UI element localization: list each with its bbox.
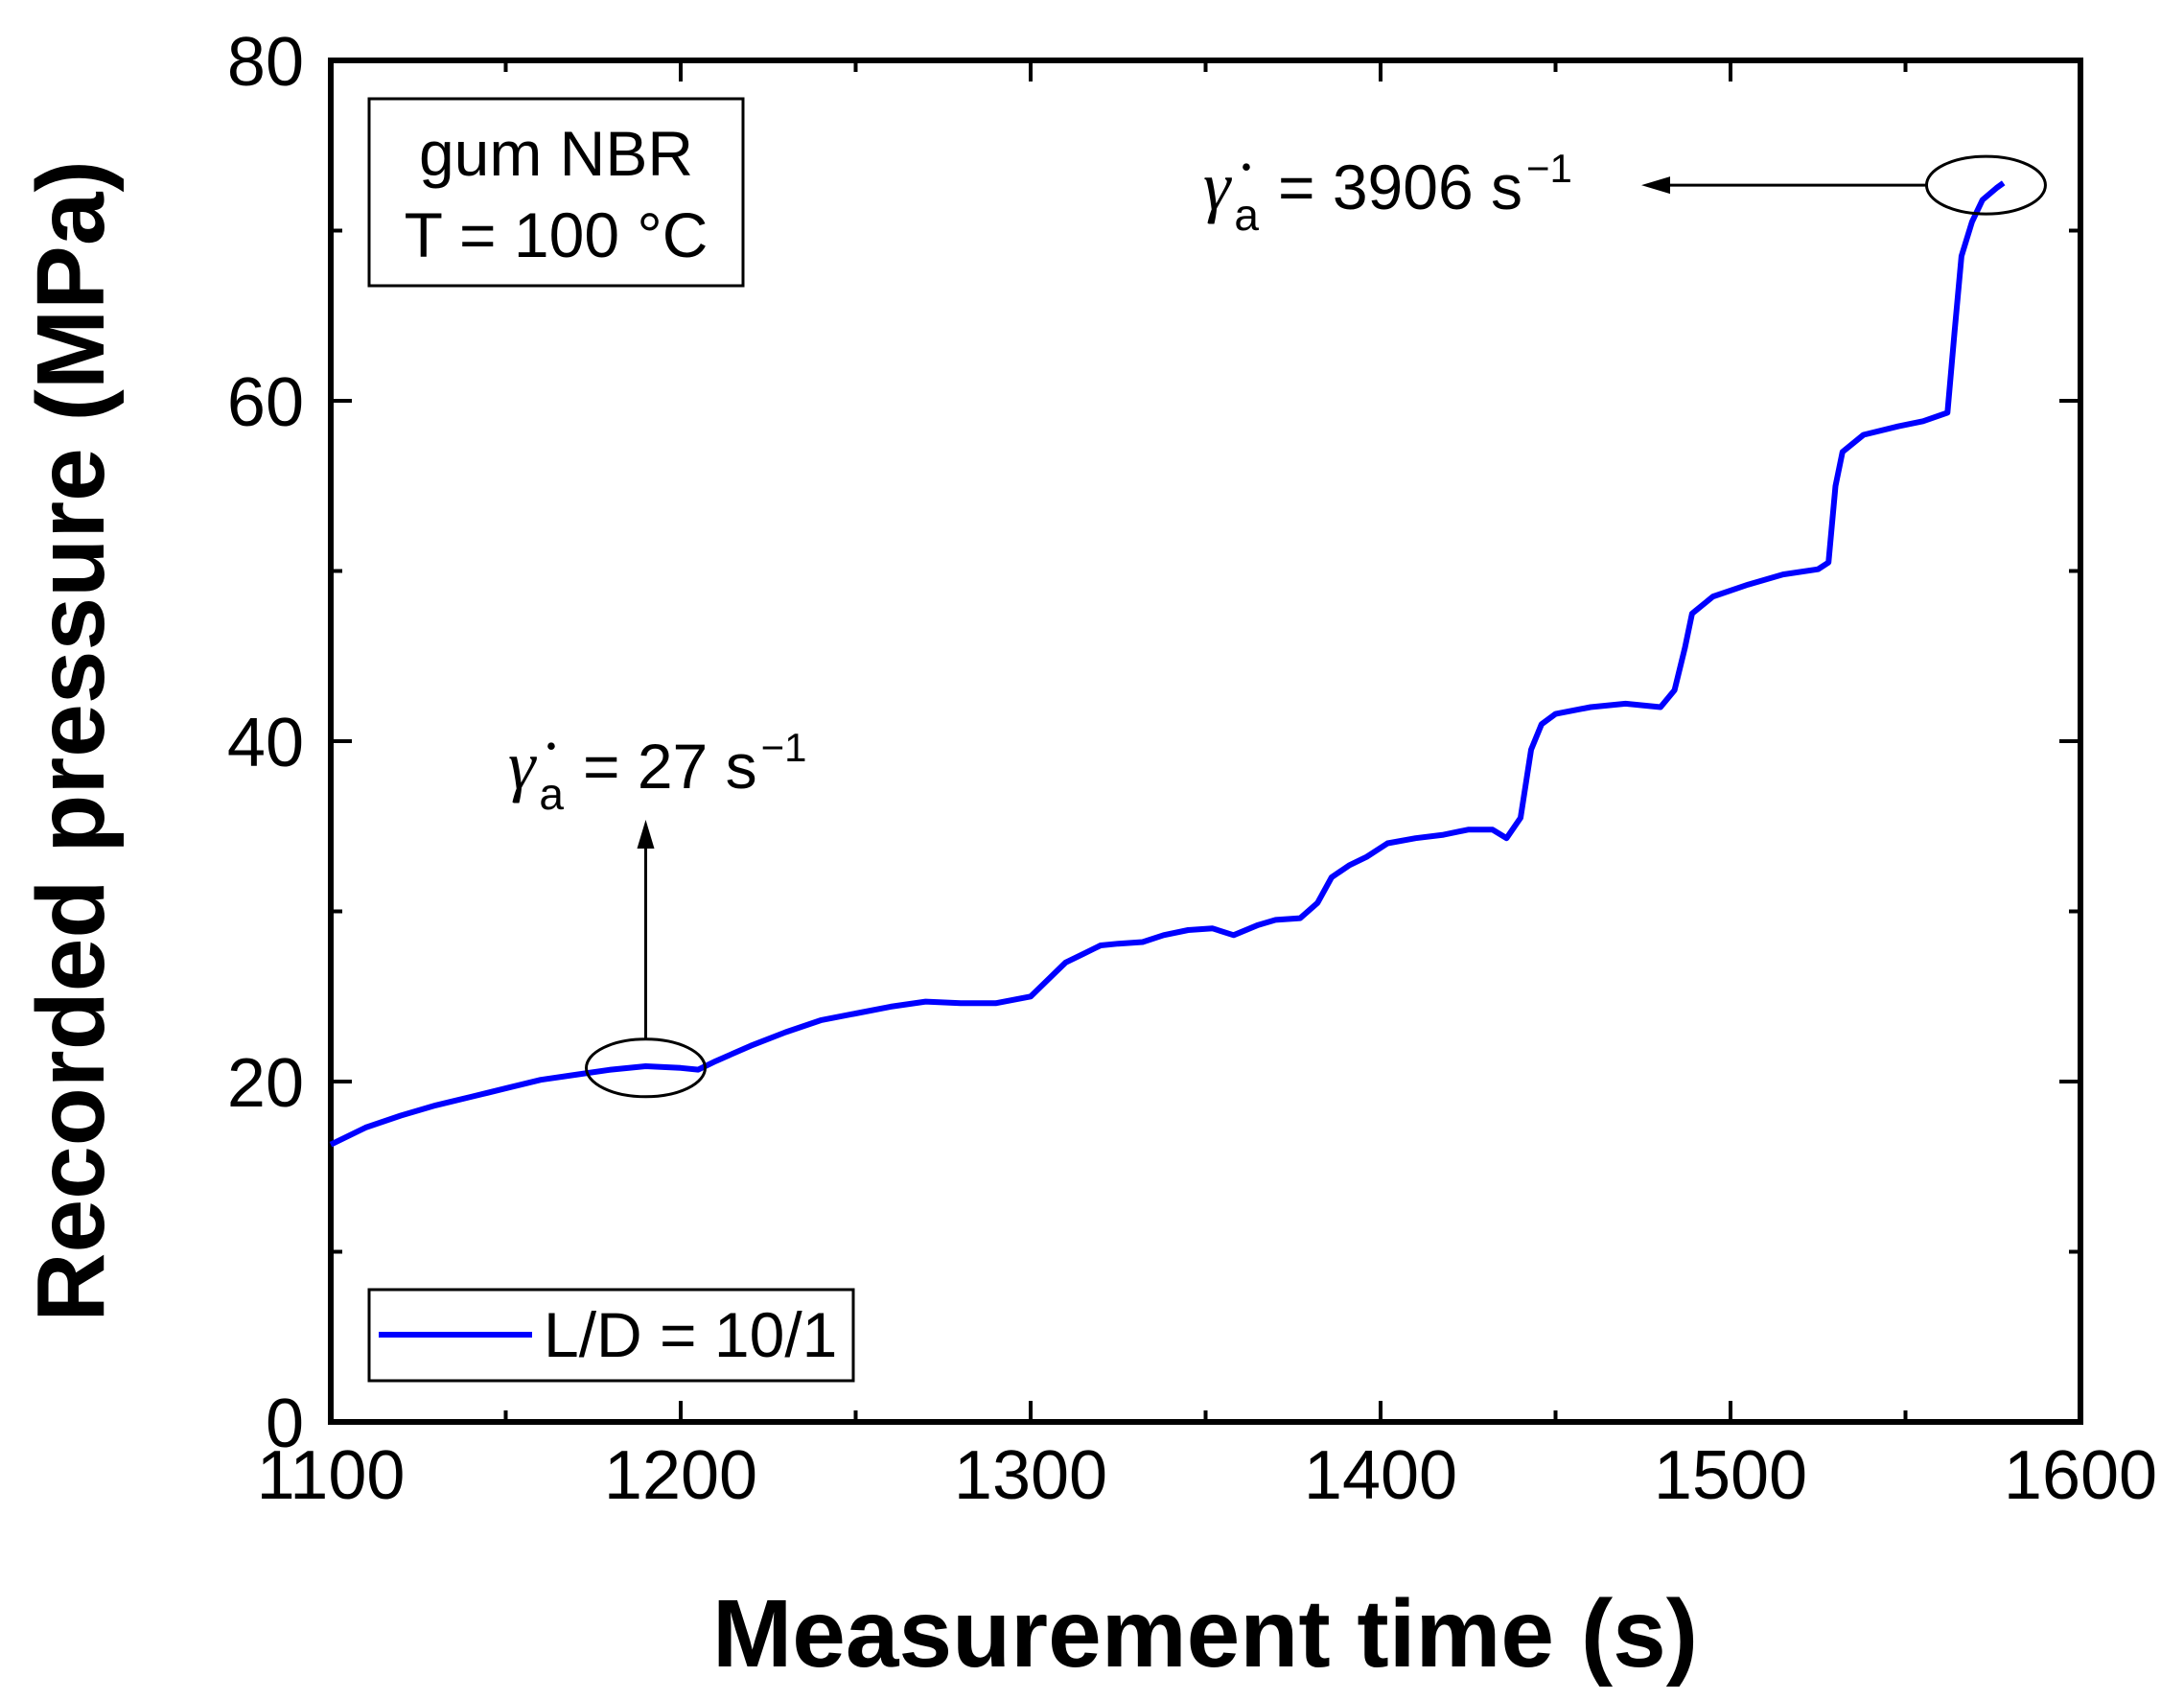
y-tick-label: 20 — [227, 1045, 304, 1122]
annotation-high-subscript: a — [1234, 190, 1259, 240]
x-tick-label: 1300 — [954, 1437, 1107, 1514]
x-tick-label: 1400 — [1304, 1437, 1457, 1514]
condition-temperature: T = 100 °C — [405, 199, 709, 270]
annotation-ellipse-high — [1924, 154, 2047, 216]
x-tick-label: 1100 — [257, 1437, 406, 1514]
legend: L/D = 10/1 — [367, 1288, 855, 1383]
series-line-ld-10-1 — [329, 180, 2006, 1148]
annotation-arrowhead-high — [1641, 176, 1670, 195]
condition-material: gum NBR — [419, 118, 693, 189]
annotation-low-superscript: −1 — [761, 725, 807, 770]
y-tick-label: 40 — [227, 705, 304, 781]
annotation-label-high: γ̇ a = 3906 s −1 — [1203, 146, 1572, 240]
x-axis-title: Measurement time (s) — [712, 1580, 1698, 1688]
legend-label: L/D = 10/1 — [544, 1299, 837, 1370]
x-tick-label: 1200 — [604, 1437, 757, 1514]
annotation-low-text: = 27 s — [583, 731, 757, 802]
y-tick-label: 0 — [266, 1386, 304, 1462]
x-tick-label: 1500 — [1654, 1437, 1807, 1514]
axis-ticks — [329, 58, 2082, 1424]
condition-box: gum NBR T = 100 °C — [367, 97, 745, 288]
annotation-high-superscript: −1 — [1526, 146, 1572, 191]
y-tick-label: 60 — [227, 364, 304, 441]
y-tick-label: 80 — [227, 24, 304, 101]
annotation-label-low: γ̇ a = 27 s −1 — [508, 725, 807, 819]
annotation-arrowhead-low — [637, 820, 655, 849]
annotation-low-subscript: a — [539, 769, 564, 819]
tick-labels: 1100 1200 1300 1400 1500 1600 0 20 40 60 80 — [227, 24, 2157, 1514]
annotation-high-text: = 3906 s — [1278, 151, 1522, 222]
x-tick-label: 1600 — [2004, 1437, 2157, 1514]
y-axis-title: Recorded pressure (MPa) — [17, 160, 125, 1321]
